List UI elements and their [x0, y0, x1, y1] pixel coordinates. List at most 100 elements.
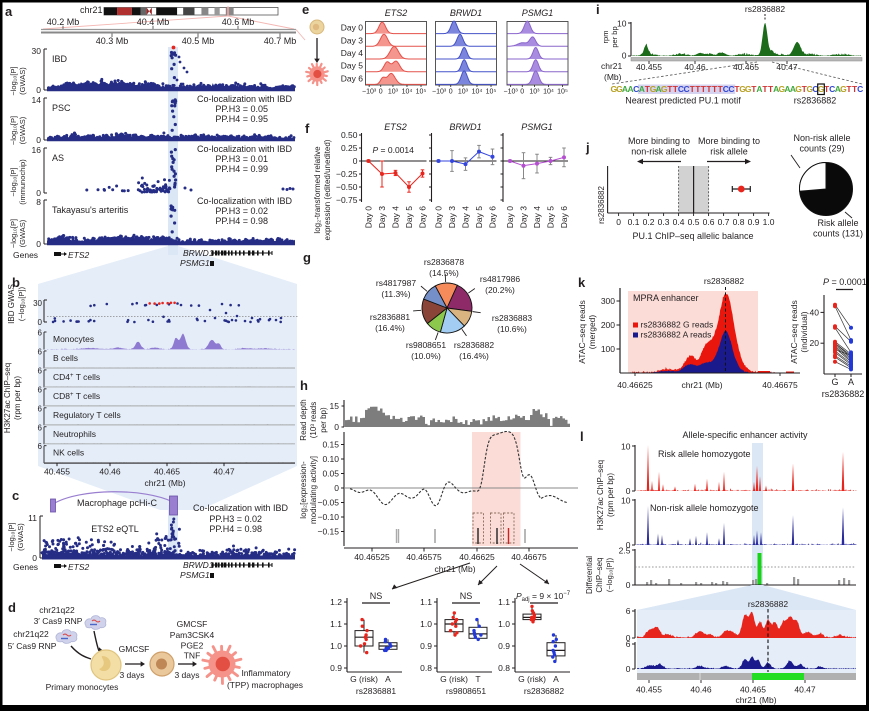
svg-text:10³: 10³	[529, 89, 540, 96]
svg-text:20: 20	[810, 338, 820, 348]
svg-text:b: b	[12, 275, 20, 290]
svg-text:0: 0	[626, 664, 631, 674]
svg-text:T: T	[762, 84, 768, 94]
svg-text:More binding to: More binding to	[628, 136, 690, 146]
svg-text:T: T	[718, 84, 724, 94]
svg-text:1.0: 1.0	[330, 641, 342, 651]
svg-text:Risk allele homozygote: Risk allele homozygote	[658, 449, 751, 459]
svg-text:40.47: 40.47	[776, 62, 798, 72]
svg-text:10: 10	[617, 19, 627, 29]
svg-text:rs2836882: rs2836882	[597, 186, 606, 224]
svg-text:ATAC–seq reads: ATAC–seq reads	[577, 300, 587, 363]
svg-text:rs2836882: rs2836882	[745, 4, 785, 14]
svg-text:Genes: Genes	[13, 562, 38, 572]
svg-text:AS: AS	[52, 153, 64, 163]
svg-text:−log₁₀[P]: −log₁₀[P]	[7, 522, 16, 551]
svg-text:Risk allele: Risk allele	[817, 218, 858, 228]
svg-text:(16.4%): (16.4%)	[375, 323, 405, 333]
svg-text:0.4: 0.4	[673, 217, 685, 227]
svg-text:−0.50: −0.50	[336, 182, 358, 192]
svg-text:G: G	[650, 84, 657, 94]
svg-text:Monocytes: Monocytes	[53, 334, 94, 344]
svg-text:G (risk): G (risk)	[350, 674, 378, 684]
svg-text:Day 6: Day 6	[418, 206, 428, 228]
svg-text:rs2836882: rs2836882	[704, 276, 744, 286]
svg-text:ETS2 eQTL: ETS2 eQTL	[91, 524, 139, 534]
svg-text:G (risk): G (risk)	[440, 674, 468, 684]
svg-text:16: 16	[32, 145, 42, 155]
svg-text:BRWD1: BRWD1	[449, 122, 481, 132]
svg-text:(merged): (merged)	[587, 315, 597, 350]
svg-text:T: T	[475, 674, 480, 684]
svg-text:A: A	[622, 84, 628, 94]
svg-text:P = 0.0014: P = 0.0014	[373, 145, 415, 155]
svg-text:G: G	[778, 84, 785, 94]
svg-text:P = 0.0001: P = 0.0001	[823, 277, 867, 287]
svg-text:40.465: 40.465	[154, 467, 180, 477]
svg-text:Day 3: Day 3	[377, 206, 387, 228]
svg-text:14: 14	[32, 95, 42, 105]
svg-text:G (risk): G (risk)	[518, 674, 546, 684]
svg-text:GMCSF: GMCSF	[119, 644, 150, 654]
svg-text:3 days: 3 days	[174, 670, 199, 680]
svg-text:1.2: 1.2	[330, 597, 342, 607]
svg-text:G: G	[831, 377, 838, 387]
svg-text:40: 40	[810, 307, 820, 317]
svg-text:chr21q22: chr21q22	[39, 605, 75, 615]
svg-text:40.6 Mb: 40.6 Mb	[222, 17, 255, 27]
svg-text:40.46575: 40.46575	[406, 552, 442, 562]
svg-text:(11.3%): (11.3%)	[381, 289, 410, 299]
svg-text:T: T	[846, 84, 852, 94]
svg-text:PP.H4 = 0.98: PP.H4 = 0.98	[209, 524, 262, 534]
svg-text:PP.H4 = 0.98: PP.H4 = 0.98	[215, 216, 268, 226]
svg-text:Regulatory T cells: Regulatory T cells	[53, 410, 121, 420]
svg-text:40.46625: 40.46625	[459, 552, 495, 562]
svg-text:PSC: PSC	[52, 103, 71, 113]
svg-text:10⁵: 10⁵	[557, 89, 568, 96]
svg-text:PSMG1: PSMG1	[180, 570, 210, 580]
svg-text:0.3: 0.3	[658, 217, 670, 227]
svg-text:GMCSF: GMCSF	[177, 619, 208, 629]
svg-text:C: C	[678, 84, 684, 94]
svg-text:0: 0	[334, 422, 339, 432]
svg-text:Co-localization with IBD: Co-localization with IBD	[193, 503, 289, 513]
svg-text:T: T	[673, 84, 679, 94]
svg-text:(Mb): (Mb)	[604, 72, 622, 82]
svg-text:−0.10: −0.10	[317, 512, 339, 522]
svg-text:0: 0	[626, 633, 631, 643]
svg-text:chr21: chr21	[80, 5, 103, 15]
svg-text:−0.05: −0.05	[317, 497, 339, 507]
svg-text:(20.2%): (20.2%)	[485, 285, 515, 295]
svg-text:(TPP) macrophages: (TPP) macrophages	[227, 680, 303, 690]
svg-text:0: 0	[36, 135, 41, 145]
svg-text:Day 6: Day 6	[488, 206, 498, 228]
svg-text:T: T	[768, 84, 774, 94]
svg-text:log₂[expression-: log₂[expression-	[299, 461, 308, 519]
svg-text:0.15: 0.15	[322, 439, 339, 449]
svg-text:10⁴: 10⁴	[402, 89, 413, 96]
svg-text:40.47: 40.47	[213, 467, 235, 477]
svg-text:0.9: 0.9	[748, 217, 760, 227]
svg-text:0.50: 0.50	[341, 130, 358, 140]
svg-text:0.5: 0.5	[688, 217, 700, 227]
svg-text:40.5 Mb: 40.5 Mb	[182, 36, 215, 46]
svg-text:(immunochip): (immunochip)	[18, 159, 27, 205]
svg-text:6: 6	[626, 639, 631, 649]
svg-text:0: 0	[622, 51, 627, 61]
svg-text:i: i	[596, 2, 600, 17]
svg-text:(GWAS): (GWAS)	[18, 116, 27, 144]
svg-text:6: 6	[38, 442, 43, 451]
svg-text:(10.0%): (10.0%)	[411, 351, 441, 361]
svg-text:1.1: 1.1	[420, 597, 432, 607]
svg-text:3 days: 3 days	[119, 670, 144, 680]
svg-text:ETS2: ETS2	[68, 250, 90, 260]
svg-text:40.46625: 40.46625	[617, 380, 653, 390]
svg-text:(10³ reads: (10³ reads	[309, 402, 318, 438]
svg-text:T: T	[852, 84, 858, 94]
svg-text:PGE2: PGE2	[181, 641, 204, 651]
svg-text:rs2836882: rs2836882	[524, 686, 564, 696]
svg-text:10: 10	[621, 442, 631, 452]
svg-text:T: T	[734, 84, 740, 94]
svg-text:10: 10	[621, 496, 631, 506]
svg-text:rs2836882: rs2836882	[454, 340, 494, 350]
